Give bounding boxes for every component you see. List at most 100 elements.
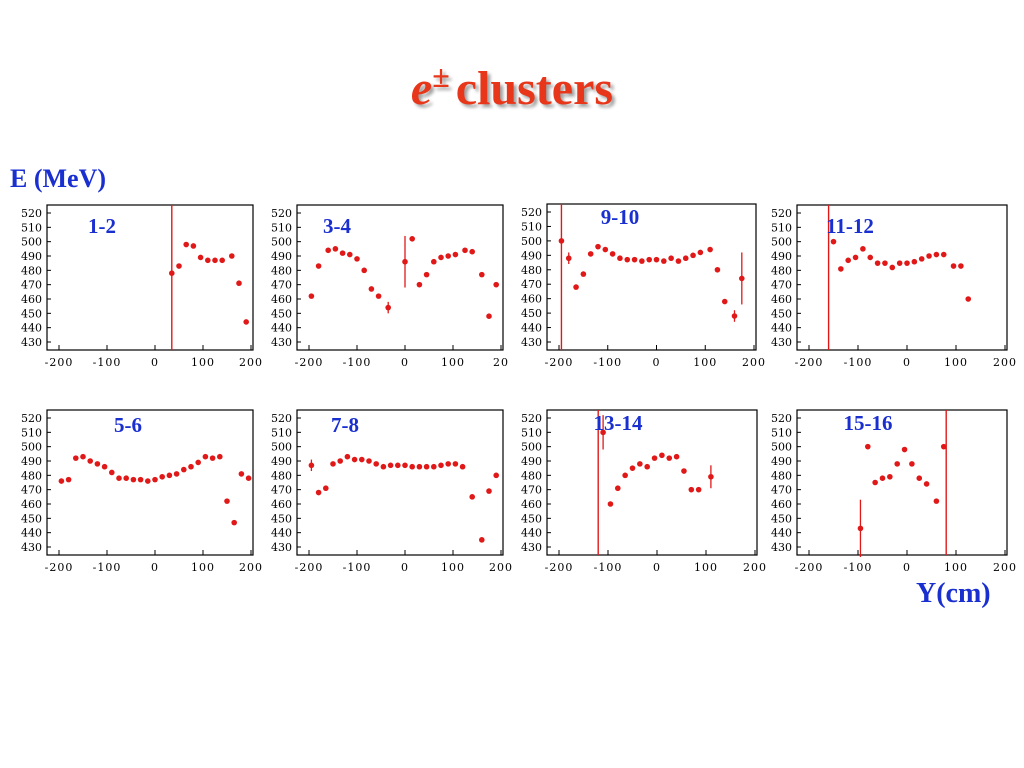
data-point xyxy=(330,461,336,467)
data-point xyxy=(183,241,189,248)
data-point xyxy=(209,455,216,461)
x-tick-label: -100 xyxy=(593,356,622,369)
y-tick-label: 460 xyxy=(271,293,292,306)
data-point xyxy=(459,463,466,470)
panel-frame xyxy=(46,204,254,351)
panel-label: 11-12 xyxy=(826,214,874,238)
x-tick-label: 200 xyxy=(239,561,263,574)
data-point xyxy=(646,256,652,263)
y-tick-label: 470 xyxy=(771,279,792,292)
data-point xyxy=(879,475,886,482)
data-point xyxy=(595,243,601,250)
x-tick-label: -200 xyxy=(45,356,74,369)
y-tick-label: 460 xyxy=(771,498,792,511)
data-point xyxy=(469,494,476,500)
data-point xyxy=(176,263,182,269)
y-tick-label: 490 xyxy=(771,455,792,468)
data-point xyxy=(600,429,606,436)
data-point xyxy=(617,255,623,262)
x-tick-label: 100 xyxy=(191,561,215,574)
data-point xyxy=(416,463,423,470)
data-point xyxy=(375,293,382,299)
x-axis-label: Y(cm) xyxy=(916,578,991,609)
data-point xyxy=(933,498,940,504)
data-point xyxy=(452,251,459,258)
title-e: e xyxy=(410,62,433,115)
panel-label: 5-6 xyxy=(114,413,142,437)
y-tick-label: 470 xyxy=(521,484,542,497)
data-point xyxy=(166,472,173,479)
data-point xyxy=(874,260,881,266)
y-tick-label: 480 xyxy=(21,264,42,277)
data-point xyxy=(94,461,101,467)
data-point xyxy=(493,472,500,479)
data-point xyxy=(116,475,122,482)
y-tick-label: 510 xyxy=(521,220,542,233)
data-point xyxy=(308,293,315,299)
y-tick-label: 450 xyxy=(21,307,42,320)
data-point xyxy=(73,455,79,461)
x-tick-label: -100 xyxy=(844,356,873,369)
data-point xyxy=(195,459,201,466)
y-tick-label: 460 xyxy=(21,293,42,306)
data-point xyxy=(923,481,930,487)
data-point xyxy=(486,488,492,494)
x-tick-label: 100 xyxy=(441,561,465,574)
data-point xyxy=(431,463,437,470)
data-point xyxy=(219,257,225,264)
y-tick-label: 470 xyxy=(771,484,792,497)
panel-frame xyxy=(296,204,504,351)
data-point xyxy=(565,255,572,262)
data-point xyxy=(409,463,416,470)
data-point xyxy=(197,254,204,261)
y-tick-label: 440 xyxy=(271,527,292,540)
data-point xyxy=(830,238,837,245)
panel-label: 3-4 xyxy=(323,214,351,238)
data-point xyxy=(651,455,658,461)
data-point xyxy=(337,458,344,464)
panel-label: 7-8 xyxy=(331,413,359,437)
data-point xyxy=(152,476,158,483)
data-point xyxy=(958,263,964,269)
x-tick-label: -200 xyxy=(545,356,574,369)
data-point xyxy=(354,256,360,262)
data-point xyxy=(87,458,93,464)
data-point xyxy=(212,257,218,264)
y-tick-label: 520 xyxy=(521,206,542,219)
x-tick-label: 0 xyxy=(151,356,159,369)
x-tick-label: 100 xyxy=(693,356,717,369)
y-tick-label: 470 xyxy=(271,279,292,292)
data-point xyxy=(486,313,492,320)
y-tick-label: 500 xyxy=(521,441,542,454)
y-tick-label: 430 xyxy=(21,541,42,554)
data-point xyxy=(708,473,714,480)
data-point xyxy=(202,453,209,460)
data-point xyxy=(402,258,408,265)
data-point xyxy=(865,443,871,450)
data-point xyxy=(109,469,115,476)
data-point xyxy=(387,462,394,469)
x-tick-label: 100 xyxy=(944,561,968,574)
data-point xyxy=(690,252,696,259)
x-tick-label: 0 xyxy=(653,356,661,369)
data-point xyxy=(380,463,387,470)
x-tick-label: 0 xyxy=(151,561,159,574)
x-tick-label: 100 xyxy=(191,356,215,369)
data-point xyxy=(916,475,923,482)
data-point xyxy=(622,472,628,479)
data-point xyxy=(245,475,252,482)
data-point xyxy=(469,248,476,255)
y-tick-label: 480 xyxy=(271,469,292,482)
y-tick-label: 480 xyxy=(771,469,792,482)
y-tick-label: 490 xyxy=(21,250,42,263)
x-tick-label: -100 xyxy=(594,561,623,574)
y-tick-label: 450 xyxy=(21,512,42,525)
data-point xyxy=(169,270,175,277)
data-point xyxy=(452,461,459,467)
data-point xyxy=(739,275,745,282)
data-point xyxy=(867,254,874,261)
x-tick-label: -100 xyxy=(343,561,372,574)
data-point xyxy=(857,525,864,532)
data-point xyxy=(416,281,423,288)
data-point xyxy=(58,478,65,484)
